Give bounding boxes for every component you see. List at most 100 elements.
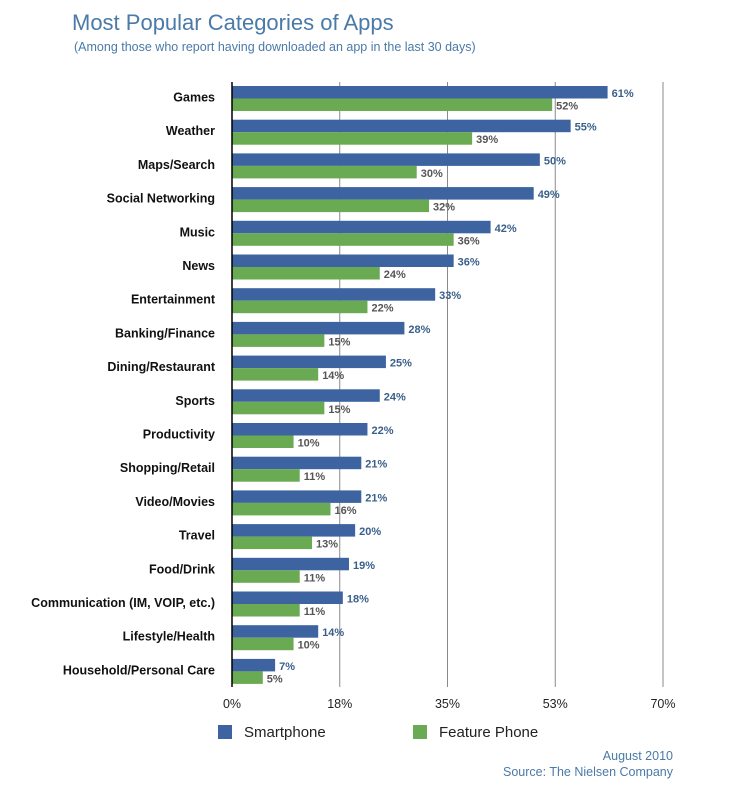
data-label: 32% <box>433 202 455 214</box>
bar <box>232 401 325 415</box>
data-label: 39% <box>476 134 498 146</box>
data-label: 42% <box>495 223 517 235</box>
bar <box>232 165 417 179</box>
bar <box>232 502 331 516</box>
x-tick-label: 35% <box>435 697 460 711</box>
chart-subtitle: (Among those who report having downloade… <box>74 40 476 54</box>
x-tick-label: 0% <box>223 697 241 711</box>
legend-feature-phone: Feature Phone <box>413 723 538 741</box>
data-label: 21% <box>365 492 387 504</box>
data-label: 22% <box>371 303 393 315</box>
category-label: Household/Personal Care <box>63 663 215 677</box>
data-label: 55% <box>575 122 597 134</box>
data-label: 61% <box>612 88 634 100</box>
category-label: Maps/Search <box>138 158 215 172</box>
data-label: 50% <box>544 155 566 167</box>
legend-label-smartphone: Smartphone <box>244 723 326 741</box>
data-label: 28% <box>408 324 430 336</box>
legend-smartphone: Smartphone <box>218 723 326 741</box>
category-label: Lifestyle/Health <box>123 630 215 644</box>
x-tick-label: 53% <box>543 697 568 711</box>
data-label: 49% <box>538 189 560 201</box>
bar <box>232 435 294 448</box>
bar <box>232 557 349 571</box>
bar <box>232 637 294 651</box>
data-label: 36% <box>458 235 480 247</box>
bar <box>232 288 436 301</box>
data-label: 20% <box>359 526 381 538</box>
bar <box>232 469 300 482</box>
x-tick-label: 70% <box>650 697 675 711</box>
bar <box>232 368 319 381</box>
category-label: Shopping/Retail <box>120 461 215 475</box>
data-label: 24% <box>384 269 406 281</box>
category-label: Travel <box>179 529 215 543</box>
bar <box>232 591 343 604</box>
data-label: 10% <box>298 438 320 450</box>
data-label: 19% <box>353 560 375 572</box>
bar <box>232 153 540 166</box>
bar <box>232 199 430 213</box>
data-label: 11% <box>304 572 326 584</box>
bar <box>232 658 276 672</box>
data-label: 18% <box>347 594 369 606</box>
category-label: Social Networking <box>107 192 215 206</box>
data-label: 7% <box>279 661 295 673</box>
bar <box>232 536 313 550</box>
data-label: 11% <box>304 606 326 618</box>
bar <box>232 267 380 280</box>
bar <box>232 233 454 246</box>
bar <box>232 321 405 335</box>
bar <box>232 355 386 369</box>
data-label: 14% <box>322 370 344 382</box>
data-label: 25% <box>390 358 412 370</box>
chart-title: Most Popular Categories of Apps <box>72 10 394 35</box>
data-label: 16% <box>335 505 357 517</box>
bar <box>232 570 300 583</box>
category-label: Communication (IM, VOIP, etc.) <box>31 596 215 610</box>
bar <box>232 456 362 470</box>
category-label: Dining/Restaurant <box>107 360 215 374</box>
bar <box>232 490 362 503</box>
bar <box>232 132 473 145</box>
category-label: Music <box>180 225 215 239</box>
data-label: 10% <box>298 640 320 652</box>
data-label: 36% <box>458 257 480 269</box>
footer-source: Source: The Nielsen Company <box>503 765 673 779</box>
footer-date: August 2010 <box>602 749 673 763</box>
bar <box>232 334 325 347</box>
category-label: Sports <box>175 394 215 408</box>
category-label: Entertainment <box>131 293 216 307</box>
bar <box>232 423 368 436</box>
category-label: Food/Drink <box>149 562 215 576</box>
legend-swatch-smartphone <box>218 725 232 739</box>
bar <box>232 119 571 133</box>
data-label: 14% <box>322 627 344 639</box>
data-label: 52% <box>556 101 578 113</box>
data-label: 30% <box>421 168 443 180</box>
bar <box>232 625 319 638</box>
category-label: Video/Movies <box>135 495 215 509</box>
data-label: 33% <box>439 290 461 302</box>
bar <box>232 604 300 617</box>
category-label: News <box>182 259 215 273</box>
bar <box>232 187 534 200</box>
data-label: 22% <box>371 425 393 437</box>
legend-label-feature-phone: Feature Phone <box>439 723 539 741</box>
data-label: 24% <box>384 391 406 403</box>
category-label: Games <box>173 91 215 105</box>
data-label: 15% <box>328 336 350 348</box>
category-label: Productivity <box>143 428 215 442</box>
bar <box>232 254 454 267</box>
legend-swatch-feature-phone <box>413 725 427 739</box>
bar <box>232 220 491 234</box>
data-label: 21% <box>365 459 387 471</box>
bar <box>232 300 368 314</box>
data-label: 5% <box>267 673 283 685</box>
bar <box>232 389 380 402</box>
data-label: 13% <box>316 539 338 551</box>
bar <box>232 98 553 111</box>
category-label: Weather <box>166 124 215 138</box>
bar <box>232 524 356 537</box>
